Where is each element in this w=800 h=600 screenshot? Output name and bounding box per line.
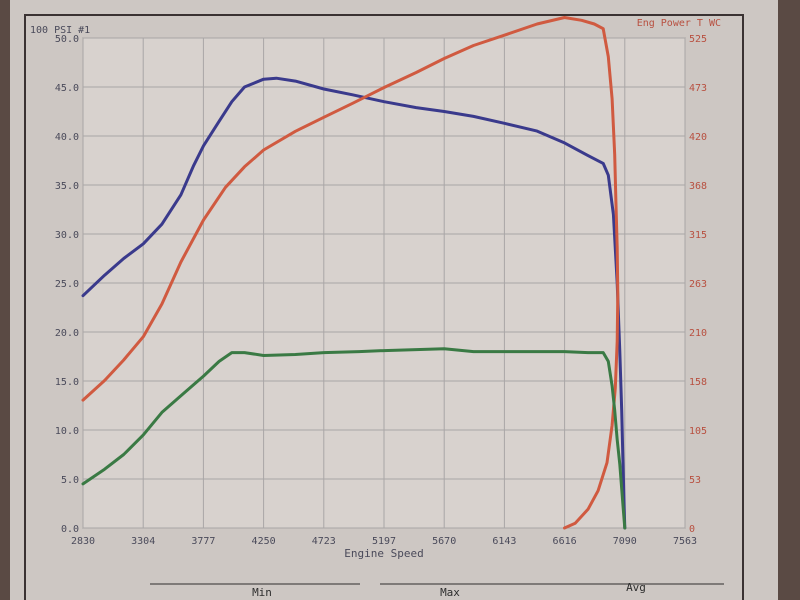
right-tick-label: 0 <box>689 524 695 535</box>
right-tick-label: 420 <box>689 132 707 143</box>
series-line-2 <box>81 16 620 530</box>
x-tick-label: 7090 <box>613 536 637 547</box>
footer-summary: Min Max Avg <box>150 581 724 599</box>
right-tick-label: 315 <box>689 230 707 241</box>
right-tick-label: 525 <box>689 34 707 45</box>
series-group <box>81 16 627 530</box>
series-line-3 <box>81 347 627 530</box>
left-tick-label: 40.0 <box>55 132 79 143</box>
left-tick-label: 10.0 <box>55 426 79 437</box>
x-axis-ticks: 2830 3304 3777 4250 4723 5197 5670 6143 6616 7090… <box>71 536 697 547</box>
x-tick-label: 4250 <box>252 536 276 547</box>
x-tick-label: 4723 <box>312 536 336 547</box>
x-tick-label: 7563 <box>673 536 697 547</box>
left-tick-label: 0.0 <box>61 524 79 535</box>
footer-max-label: Max <box>440 586 460 599</box>
left-tick-label: 15.0 <box>55 377 79 388</box>
right-tick-label: 210 <box>689 328 707 339</box>
left-tick-label: 50.0 <box>55 34 79 45</box>
right-axis-ticks: 0 53 105 158 210 263 315 368 420 473 525 <box>689 34 707 535</box>
right-tick-label: 105 <box>689 426 707 437</box>
left-axis-ticks: 0.0 5.0 10.0 15.0 20.0 25.0 30.0 35.0 40.0 45.0 50… <box>55 34 79 535</box>
left-tick-label: 5.0 <box>61 475 79 486</box>
x-tick-label: 5670 <box>432 536 456 547</box>
footer-avg-label: Avg <box>626 581 646 594</box>
left-tick-label: 45.0 <box>55 83 79 94</box>
right-tick-label: 263 <box>689 279 707 290</box>
left-tick-label: 25.0 <box>55 279 79 290</box>
right-axis-label: Eng Power T WC <box>637 18 721 29</box>
left-tick-label: 30.0 <box>55 230 79 241</box>
left-tick-label: 20.0 <box>55 328 79 339</box>
x-tick-label: 5197 <box>372 536 396 547</box>
x-axis-label: Engine Speed <box>344 547 423 560</box>
right-tick-label: 473 <box>689 83 707 94</box>
x-tick-label: 6616 <box>553 536 577 547</box>
right-tick-label: 53 <box>689 475 701 486</box>
x-tick-label: 2830 <box>71 536 95 547</box>
footer-min-label: Min <box>252 586 272 599</box>
x-tick-label: 3304 <box>131 536 155 547</box>
left-axis-label: 100 PSI #1 <box>30 25 90 36</box>
x-tick-label: 6143 <box>492 536 516 547</box>
right-tick-label: 158 <box>689 377 707 388</box>
left-tick-label: 35.0 <box>55 181 79 192</box>
page-frame <box>24 14 744 600</box>
x-tick-label: 3777 <box>191 536 215 547</box>
right-tick-label: 368 <box>689 181 707 192</box>
